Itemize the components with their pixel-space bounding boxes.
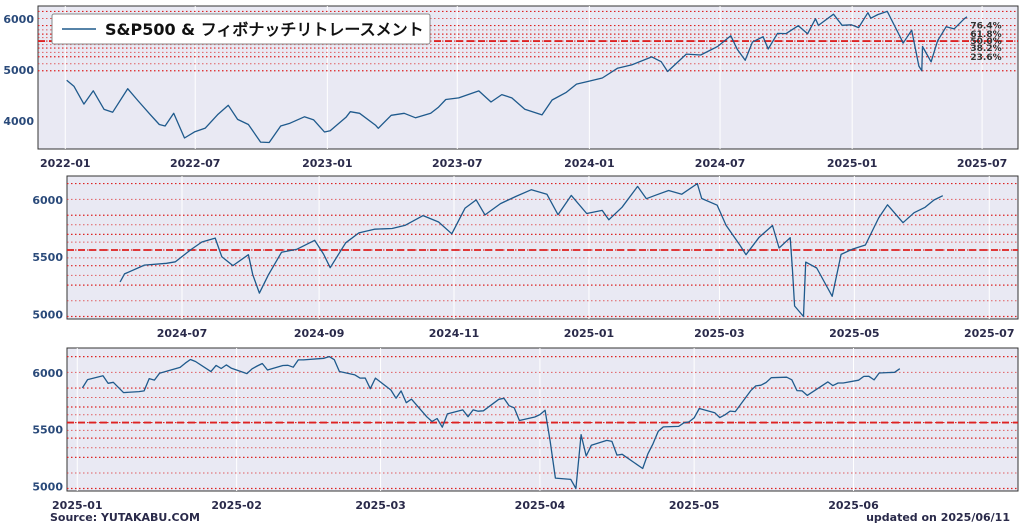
fib-level-label: 50.0% <box>970 37 1001 47</box>
y-tick-label: 5500 <box>32 424 63 437</box>
y-tick-label: 6000 <box>3 13 34 26</box>
legend-label: S&P500 & フィボナッチリトレースメント <box>105 20 424 39</box>
x-tick-label: 2023-01 <box>302 157 353 170</box>
x-tick-label: 2025-03 <box>694 327 745 340</box>
y-tick-label: 4000 <box>3 115 34 128</box>
panel-full-history: 76.4%61.8%50.0%38.2%23.6% 4000 5000 6000 202… <box>3 5 1019 170</box>
x-tick-label: 2025-03 <box>355 499 406 512</box>
updated-date: updated on 2025/06/11 <box>866 511 1010 524</box>
legend-box: S&P500 & フィボナッチリトレースメント <box>51 13 431 45</box>
y-tick-label: 5000 <box>32 480 63 493</box>
fib-level-label: 76.4% <box>970 22 1001 32</box>
x-tick-label: 2025-04 <box>515 499 566 512</box>
panel-ytd: 5000 5500 6000 2025-01 2025-02 2025-03 2025-04… <box>32 347 1019 512</box>
y-tick-label: 6000 <box>32 194 63 207</box>
x-tick-label: 2025-07 <box>964 327 1015 340</box>
x-tick-label: 2025-06 <box>828 499 879 512</box>
x-tick-label: 2022-01 <box>40 157 91 170</box>
fib-level-label: 38.2% <box>970 44 1001 54</box>
y-tick-label: 6000 <box>32 367 63 380</box>
x-tick-label: 2025-02 <box>211 499 262 512</box>
x-tick-label: 2025-01 <box>52 499 103 512</box>
price-line <box>81 355 901 490</box>
x-tick-label: 2024-07 <box>695 157 746 170</box>
fib-level-label: 23.6% <box>970 53 1001 63</box>
x-tick-label: 2025-01 <box>564 327 615 340</box>
y-tick-label: 5500 <box>32 251 63 264</box>
x-tick-label: 2024-01 <box>564 157 615 170</box>
fib-level-label: 61.8% <box>970 30 1001 40</box>
x-tick-label: 2023-07 <box>432 157 483 170</box>
panel-one-year: 5000 5500 6000 2024-07 2024-09 2024-11 2025-01… <box>32 175 1019 340</box>
price-line <box>66 10 968 144</box>
plot-area <box>66 347 1019 492</box>
price-line <box>119 182 944 318</box>
x-tick-label: 2024-07 <box>157 327 208 340</box>
y-tick-label: 5000 <box>3 64 34 77</box>
source-credit: Source: YUTAKABU.COM <box>50 511 200 524</box>
x-tick-label: 2025-01 <box>827 157 878 170</box>
x-tick-label: 2025-05 <box>669 499 720 512</box>
x-tick-label: 2022-07 <box>170 157 221 170</box>
x-tick-label: 2024-11 <box>429 327 480 340</box>
x-tick-label: 2025-05 <box>829 327 880 340</box>
x-tick-label: 2024-09 <box>294 327 345 340</box>
plot-area <box>66 175 1019 320</box>
x-tick-label: 2025-07 <box>957 157 1008 170</box>
y-tick-label: 5000 <box>32 308 63 321</box>
